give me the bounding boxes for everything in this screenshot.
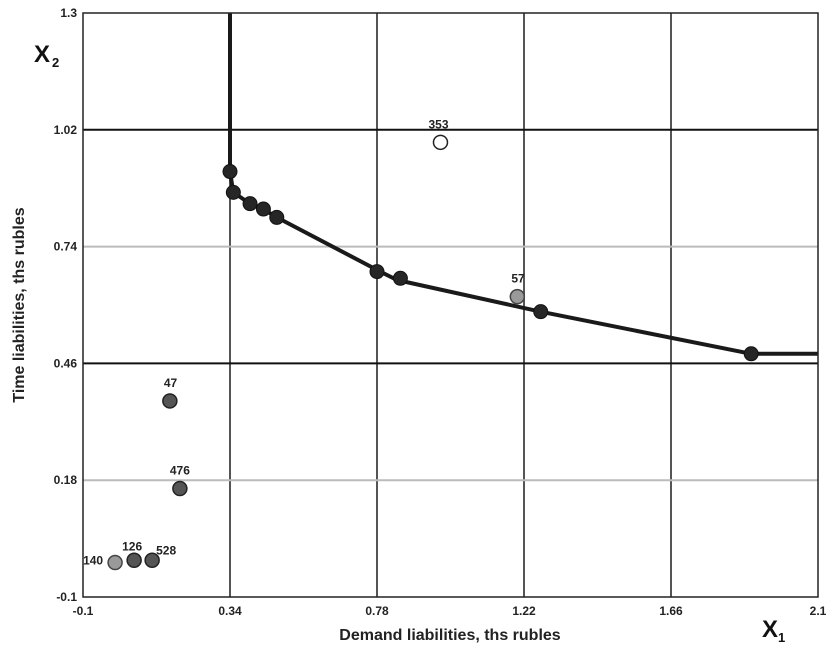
- points-layer: 353 57 47 476 126 528 140: [83, 117, 759, 571]
- point-label-126: 126: [122, 539, 142, 553]
- point-528: [144, 552, 160, 569]
- point-47: [162, 393, 178, 409]
- y-variable-symbol: X 2: [34, 41, 59, 70]
- y-tick-label: 1.02: [54, 123, 78, 137]
- grid-layer: [83, 13, 818, 597]
- x-axis-label: Demand liabilities, ths rubles: [339, 627, 560, 644]
- x-tick-label: 1.22: [512, 604, 536, 618]
- y-tick-label: 1.3: [60, 6, 77, 20]
- efficient-point: [225, 184, 241, 200]
- svg-text:1: 1: [778, 630, 785, 645]
- plot-frame: [82, 12, 819, 598]
- efficient-point: [222, 164, 238, 180]
- point-353: [432, 134, 449, 151]
- efficient-point: [369, 264, 385, 280]
- point-label-57: 57: [511, 272, 525, 286]
- point-label-47: 47: [164, 376, 178, 390]
- x-variable-symbol: X 1: [762, 616, 785, 645]
- y-tick-label: 0.18: [54, 473, 78, 487]
- svg-text:2: 2: [52, 55, 59, 70]
- point-label-140: 140: [83, 554, 103, 568]
- point-label-476: 476: [170, 464, 190, 478]
- x-tick-label: 0.34: [218, 604, 242, 618]
- x-tick-label: 1.66: [659, 604, 683, 618]
- point-label-528: 528: [156, 543, 176, 557]
- efficient-point: [242, 196, 258, 212]
- efficient-point: [392, 270, 408, 286]
- x-tick-label: -0.1: [73, 604, 94, 618]
- svg-text:X: X: [762, 616, 778, 643]
- y-tick-label: 0.46: [54, 356, 78, 370]
- efficient-point: [743, 346, 759, 362]
- ticks-layer: -0.1 0.34 0.78 1.22 1.66 2.1 -0.1 0.18 0.46 0.74 1…: [54, 6, 827, 618]
- x-tick-label: 2.1: [810, 604, 827, 618]
- efficient-point: [533, 304, 549, 320]
- point-label-353: 353: [428, 117, 448, 131]
- efficient-point: [255, 201, 271, 217]
- x-tick-label: 0.78: [365, 604, 389, 618]
- point-476: [172, 480, 188, 497]
- point-57: [509, 288, 526, 305]
- point-126: [126, 552, 142, 569]
- svg-text:X: X: [34, 41, 50, 68]
- y-tick-label: -0.1: [56, 590, 77, 604]
- y-tick-label: 0.74: [54, 240, 78, 254]
- y-axis-label: Time liabilities, ths rubles: [11, 207, 28, 402]
- point-140: [107, 554, 123, 571]
- efficient-point: [269, 209, 285, 225]
